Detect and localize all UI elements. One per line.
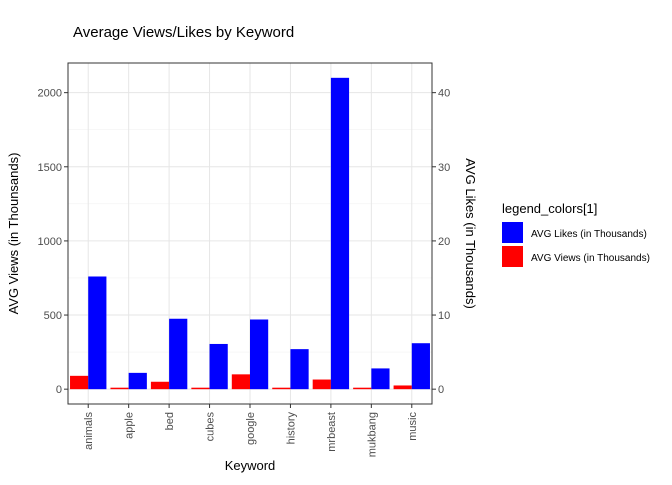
bar-likes-music: [411, 343, 430, 390]
x-tick-label-animals: animals: [83, 412, 95, 450]
y2-tick-label: 10: [438, 310, 450, 322]
y-tick-label: 1500: [38, 162, 62, 174]
bar-views-cubes: [191, 387, 210, 390]
x-tick-label-google: google: [245, 412, 257, 445]
x-axis-label: Keyword: [225, 458, 276, 473]
x-tick-label-music: music: [407, 412, 419, 441]
y-tick-label: 0: [56, 384, 62, 396]
bar-likes-cubes: [209, 343, 228, 390]
legend: legend_colors[1] AVG Likes (in Thousands…: [502, 201, 650, 267]
x-tick-label-history: history: [285, 412, 297, 445]
x-tick-label-apple: apple: [124, 412, 136, 439]
y-tick-label: 2000: [38, 88, 62, 100]
x-tick-label-bed: bed: [164, 412, 176, 430]
chart-title: Average Views/Likes by Keyword: [73, 24, 294, 41]
bar-views-music: [393, 385, 412, 390]
bar-likes-apple: [128, 372, 147, 390]
legend-key-0: [502, 222, 523, 243]
y2-axis-label: AVG Likes (in Thousands): [463, 158, 478, 309]
bar-views-history: [272, 387, 291, 390]
legend-key-1: [502, 246, 523, 267]
bar-likes-mrbeast: [330, 77, 350, 390]
bar-likes-mukbang: [371, 368, 390, 390]
bar-likes-animals: [88, 276, 107, 390]
y-tick-label: 1000: [38, 236, 62, 248]
bar-likes-history: [290, 349, 309, 390]
bar-likes-bed: [169, 318, 188, 390]
legend-label-1: AVG Views (in Thousands): [531, 253, 650, 264]
y2-tick-label: 0: [438, 384, 444, 396]
legend-label-0: AVG Likes (in Thousands): [531, 229, 647, 240]
bar-likes-google: [250, 319, 269, 390]
bar-views-mukbang: [353, 387, 372, 390]
legend-title: legend_colors[1]: [502, 201, 597, 216]
x-tick-label-mukbang: mukbang: [366, 412, 378, 457]
y-tick-label: 500: [44, 310, 62, 322]
x-tick-label-mrbeast: mrbeast: [326, 412, 338, 452]
bar-views-apple: [110, 387, 129, 390]
axes-layer: 0 500 1000 1500 2000 0 10 20 30 40 animals apple bed…: [38, 88, 451, 458]
x-tick-label-cubes: cubes: [205, 412, 217, 442]
y2-tick-label: 30: [438, 162, 450, 174]
bars-layer: [70, 77, 430, 390]
y-axis-label: AVG Views (in Thounsands): [6, 153, 21, 315]
bar-views-google: [231, 374, 250, 390]
bar-views-mrbeast: [312, 379, 331, 390]
bar-views-bed: [150, 381, 170, 390]
y2-tick-label: 40: [438, 88, 450, 100]
y2-tick-label: 20: [438, 236, 450, 248]
bar-views-animals: [70, 375, 89, 390]
